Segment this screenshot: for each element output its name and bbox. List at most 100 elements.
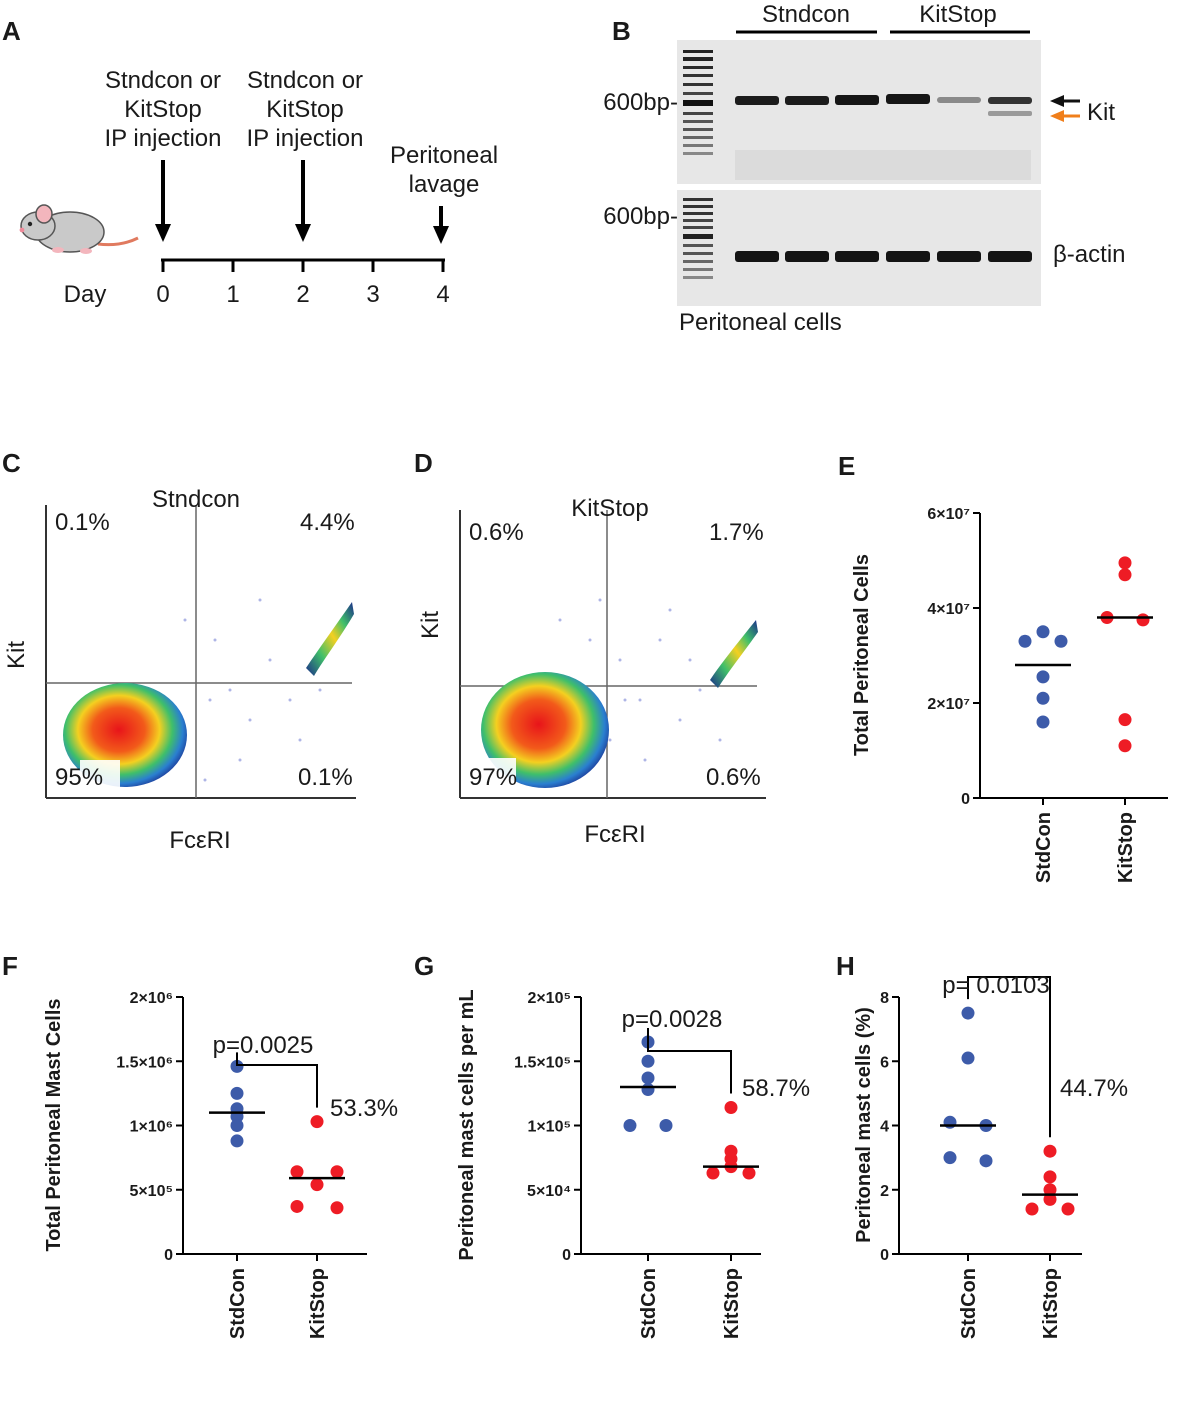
- injection-2-line-2: KitStop: [266, 96, 343, 123]
- gel-actin: [677, 190, 1041, 306]
- data-point-stdcon: [961, 1006, 975, 1020]
- injection-2-line-3: IP injection: [247, 125, 364, 152]
- y-tick-label: 0: [880, 1247, 889, 1264]
- data-point-stdcon: [1036, 625, 1050, 639]
- data-point-stdcon: [1018, 634, 1032, 648]
- kit-band-4: [886, 94, 930, 104]
- data-point-kitstop: [1118, 556, 1132, 570]
- panel-a-label: A: [2, 16, 21, 46]
- significance-bracket: [236, 1052, 318, 1108]
- data-point-stdcon: [961, 1051, 975, 1065]
- day-3: 3: [366, 281, 379, 308]
- y-tick-label: 4×10⁷: [927, 601, 970, 618]
- injection-2-line-1: Stndcon or: [247, 67, 363, 94]
- marker-600bp-bottom: 600bp-: [603, 203, 678, 230]
- y-axis-label: Peritoneal mast cells (%): [853, 1007, 875, 1243]
- y-axis-label: Total Peritoneal Cells: [851, 554, 873, 756]
- data-point-stdcon: [943, 1151, 957, 1165]
- data-point-stdcon: [641, 1054, 655, 1068]
- quadrant-upper-right: 4.4%: [300, 509, 355, 536]
- panel-label: F: [2, 951, 18, 981]
- data-point-kitstop: [1043, 1192, 1057, 1206]
- injection-1-line-2: KitStop: [124, 96, 201, 123]
- y-tick-label: 6×10⁷: [927, 506, 970, 523]
- data-point-kitstop: [310, 1178, 324, 1192]
- injection-1-arrow-icon: [155, 160, 171, 242]
- data-point-kitstop: [290, 1165, 304, 1179]
- data-point-kitstop: [330, 1201, 344, 1215]
- panel-b-label: B: [612, 16, 631, 46]
- mast-cell-population: [306, 602, 354, 676]
- data-point-kitstop: [1118, 739, 1132, 753]
- y-tick-label: 2×10⁶: [130, 990, 173, 1007]
- x-tick-label: KitStop: [307, 1268, 329, 1339]
- reduction-label: 53.3%: [330, 1095, 398, 1122]
- quadrant-upper-right: 1.7%: [709, 519, 764, 546]
- injection-2-arrow-icon: [295, 160, 311, 242]
- panel-label: H: [836, 951, 855, 981]
- injection-1-line-3: IP injection: [105, 125, 222, 152]
- data-point-stdcon: [1036, 715, 1050, 729]
- actin-band-1: [735, 251, 779, 262]
- x-tick-label: KitStop: [1040, 1268, 1062, 1339]
- data-point-stdcon: [943, 1115, 957, 1129]
- group-kitstop-label: KitStop: [919, 1, 996, 28]
- panel-d: D KitStop 0.6% 1.7% 97% 0.6% FcεRI Kit: [414, 448, 766, 848]
- y-tick-label: 5×10⁴: [527, 1183, 571, 1200]
- data-point-kitstop: [310, 1115, 324, 1129]
- x-tick-label: KitStop: [1115, 812, 1137, 883]
- data-point-stdcon: [659, 1119, 673, 1132]
- data-point-stdcon: [230, 1134, 244, 1148]
- day-1: 1: [226, 281, 239, 308]
- x-axis-label: FcεRI: [584, 821, 645, 848]
- y-tick-label: 1.5×10⁶: [116, 1054, 173, 1071]
- y-tick-label: 1×10⁵: [527, 1119, 571, 1136]
- panel-d-label: D: [414, 448, 433, 478]
- data-point-kitstop: [1043, 1144, 1057, 1158]
- lavage-text: Peritoneal lavage: [390, 142, 498, 198]
- kit-band-1: [735, 96, 779, 105]
- injection-1-line-1: Stndcon or: [105, 67, 221, 94]
- quadrant-upper-left: 0.6%: [469, 519, 524, 546]
- kit-band-6: [988, 97, 1032, 104]
- panel-c-label: C: [2, 448, 21, 478]
- kit-label: Kit: [1087, 99, 1115, 126]
- gel-kit: [677, 40, 1041, 184]
- y-tick-label: 1.5×10⁵: [514, 1054, 571, 1071]
- x-axis-label: FcεRI: [169, 827, 230, 854]
- data-point-stdcon: [623, 1119, 637, 1132]
- marker-600bp-top: 600bp-: [603, 89, 678, 116]
- flow-plot-kitstop: KitStop 0.6% 1.7% 97% 0.6% FcεRI Kit: [417, 495, 766, 848]
- y-axis-label: Total Peritoneal Mast Cells: [43, 998, 65, 1251]
- quadrant-lower-right: 0.1%: [298, 764, 353, 791]
- gel-caption: Peritoneal cells: [679, 309, 842, 336]
- flow-scatter-noise: [558, 598, 722, 762]
- data-point-kitstop: [706, 1166, 720, 1180]
- y-tick-label: 2×10⁷: [927, 696, 970, 713]
- x-tick-label: StdCon: [638, 1268, 660, 1339]
- y-tick-label: 0: [164, 1247, 173, 1264]
- x-tick-label: StdCon: [958, 1268, 980, 1339]
- panel-label: E: [838, 451, 855, 481]
- quadrant-lower-right: 0.6%: [706, 764, 761, 791]
- injection-1-text: Stndcon or KitStop IP injection: [105, 67, 222, 152]
- kit-band-2: [785, 96, 829, 105]
- plot-title: Stndcon: [152, 486, 240, 513]
- injection-2-text: Stndcon or KitStop IP injection: [247, 67, 364, 152]
- data-point-kitstop: [1043, 1183, 1057, 1197]
- chart-h: H 0 2 4 6 8 StdCon KitStop Peritoneal mast cells…: [836, 951, 1128, 1339]
- y-tick-label: 8: [880, 990, 889, 1007]
- y-tick-label: 0: [562, 1247, 571, 1264]
- actin-band-4: [886, 251, 930, 262]
- kit-arrow-icon: [1050, 95, 1080, 107]
- quadrant-upper-left: 0.1%: [55, 509, 110, 536]
- panel-a: A Stndcon or KitStop IP injection Stndco…: [2, 16, 498, 308]
- quadrant-lower-left: 95%: [55, 764, 103, 791]
- y-tick-label: 2: [880, 1183, 889, 1200]
- x-tick-label: StdCon: [227, 1268, 249, 1339]
- quadrant-lower-left: 97%: [469, 764, 517, 791]
- data-point-kitstop: [330, 1165, 344, 1179]
- data-point-kitstop: [1136, 613, 1150, 627]
- data-point-kitstop: [1025, 1202, 1039, 1216]
